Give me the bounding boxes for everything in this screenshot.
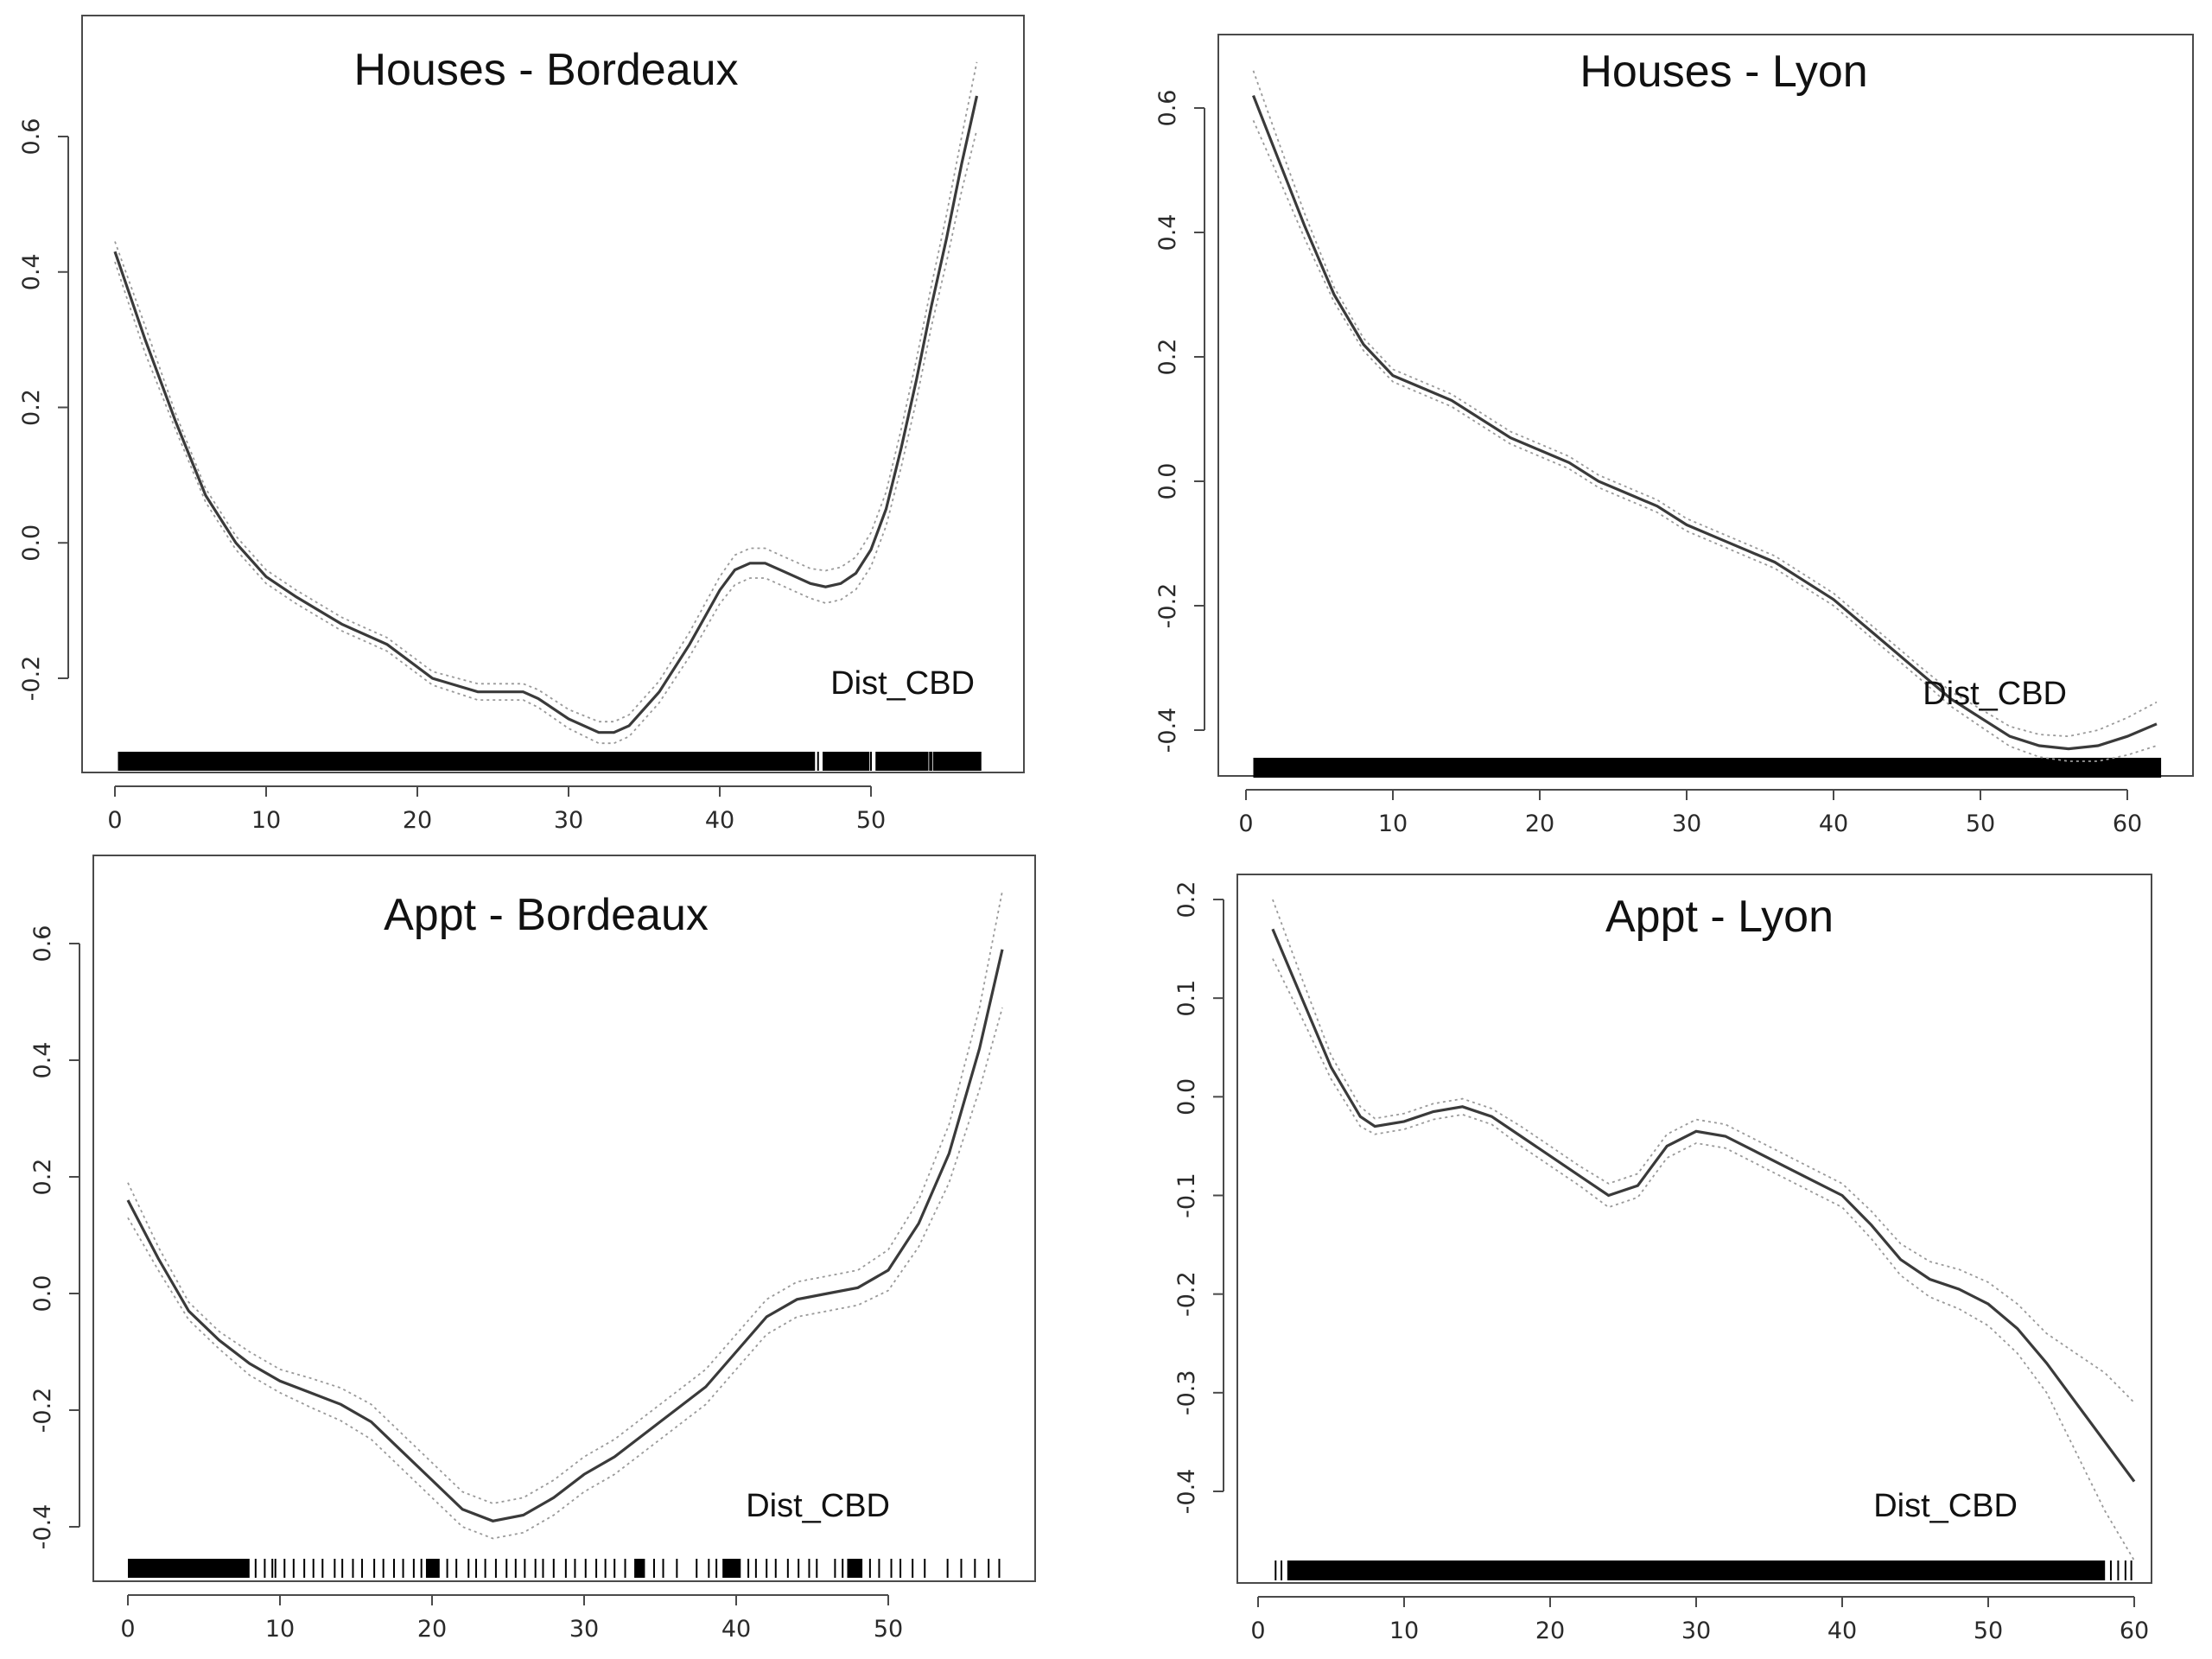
y-tick-label: -0.3	[1173, 1370, 1200, 1415]
x-tick-label: 0	[1238, 810, 1253, 837]
y-tick-label: 0.4	[29, 1042, 56, 1079]
y-tick-label: 0.2	[1173, 881, 1200, 918]
x-tick-label: 60	[2113, 810, 2142, 837]
y-tick-label: 0.0	[18, 524, 45, 562]
x-axis-label: Dist_CBD	[1873, 1488, 2018, 1524]
chart-title: Appt - Bordeaux	[384, 890, 709, 940]
y-tick-label: -0.2	[18, 656, 45, 702]
plot-frame	[1217, 34, 2194, 777]
x-tick-label: 20	[417, 1616, 447, 1643]
y-tick-label: 0.4	[1154, 214, 1181, 251]
x-tick-label: 50	[1966, 810, 1995, 837]
confidence-band-lower	[1272, 958, 2135, 1561]
x-tick-label: 10	[265, 1616, 295, 1643]
chart-panel: 0 10 20 30 40 50 60 -0.4 -0.2 0.0 0.2 0.4 0.6 Houses …	[1154, 34, 2194, 837]
x-tick-label: 60	[2120, 1618, 2149, 1644]
confidence-band-upper	[114, 61, 978, 723]
x-tick-label: 40	[721, 1616, 751, 1643]
x-tick-label: 10	[1378, 810, 1408, 837]
confidence-band-upper	[1272, 899, 2135, 1403]
y-tick-label: 0.2	[29, 1159, 56, 1196]
x-tick-label: 50	[856, 807, 886, 834]
x-axis-label: Dist_CBD	[746, 1488, 890, 1524]
plot-frame	[1236, 874, 2152, 1584]
x-tick-label: 20	[403, 807, 432, 834]
y-tick-label: 0.2	[1154, 339, 1181, 376]
y-tick-label: 0.0	[1154, 463, 1181, 500]
y-tick-label: 0.0	[29, 1275, 56, 1313]
x-tick-label: 30	[1681, 1618, 1711, 1644]
chart-title: Appt - Lyon	[1605, 892, 1834, 942]
x-tick-label: 30	[569, 1616, 599, 1643]
rug-block	[634, 1559, 645, 1578]
rug-block	[1287, 1560, 2106, 1580]
confidence-band-lower	[1252, 120, 2158, 762]
y-tick-label: 0.0	[1173, 1078, 1200, 1116]
y-tick-label: -0.4	[1173, 1469, 1200, 1515]
x-axis-label: Dist_CBD	[830, 665, 975, 702]
fitted-curve	[126, 949, 1004, 1522]
rug-block	[932, 752, 982, 771]
x-tick-label: 10	[251, 807, 281, 834]
rug-block	[425, 1559, 440, 1578]
fitted-curve	[113, 95, 979, 734]
x-tick-label: 50	[874, 1616, 903, 1643]
chart-title: Houses - Lyon	[1580, 47, 1867, 97]
x-tick-label: 40	[1819, 810, 1848, 837]
x-tick-label: 20	[1535, 1618, 1565, 1644]
y-tick-label: 0.6	[1154, 90, 1181, 127]
x-tick-label: 30	[1672, 810, 1701, 837]
x-tick-label: 50	[1974, 1618, 2003, 1644]
confidence-band-upper	[127, 891, 1003, 1504]
fitted-curve	[1252, 95, 2158, 751]
rug-block	[128, 1559, 250, 1578]
x-tick-label: 0	[120, 1616, 135, 1643]
y-tick-label: -0.4	[1154, 708, 1181, 753]
x-tick-label: 10	[1389, 1618, 1419, 1644]
chart-panel: 0 10 20 30 40 50 60 -0.4 -0.3 -0.2 -0.1 0.0 0.1 0.2 Ap…	[1173, 874, 2152, 1644]
y-tick-label: 0.4	[18, 253, 45, 290]
y-tick-label: -0.4	[29, 1504, 56, 1550]
y-tick-label: 0.1	[1173, 980, 1200, 1017]
x-axis-label: Dist_CBD	[1923, 676, 2067, 712]
x-tick-label: 0	[1250, 1618, 1265, 1644]
chart-title: Houses - Bordeaux	[353, 45, 738, 95]
x-tick-label: 40	[705, 807, 734, 834]
y-tick-label: -0.2	[29, 1388, 56, 1433]
plot-frame	[81, 15, 1025, 773]
y-tick-label: -0.2	[1173, 1271, 1200, 1317]
plot-frame	[92, 855, 1036, 1582]
x-tick-label: 0	[107, 807, 122, 834]
chart-panel: 0 10 20 30 40 50 -0.2 0.0 0.2 0.4 0.6 Houses - Bord…	[18, 15, 1025, 834]
rug-block	[847, 1559, 863, 1578]
x-tick-label: 40	[1827, 1618, 1857, 1644]
chart-panel: 0 10 20 30 40 50 -0.4 -0.2 0.0 0.2 0.4 0.6 Appt - Bo…	[29, 855, 1036, 1643]
y-tick-label: -0.1	[1173, 1173, 1200, 1218]
x-tick-label: 20	[1525, 810, 1554, 837]
confidence-band-lower	[127, 1007, 1003, 1540]
y-tick-label: 0.6	[18, 118, 45, 156]
x-tick-label: 30	[554, 807, 583, 834]
rug-block	[823, 752, 870, 771]
y-tick-label: 0.2	[18, 389, 45, 426]
rug-block	[118, 752, 816, 771]
confidence-band-lower	[114, 129, 978, 745]
rug-block	[1253, 758, 2162, 778]
rug-block	[875, 752, 929, 771]
rug-block	[722, 1559, 741, 1578]
y-tick-label: 0.6	[29, 925, 56, 963]
y-tick-label: -0.2	[1154, 583, 1181, 629]
confidence-band-upper	[1252, 70, 2158, 738]
fitted-curve	[1271, 928, 2136, 1483]
